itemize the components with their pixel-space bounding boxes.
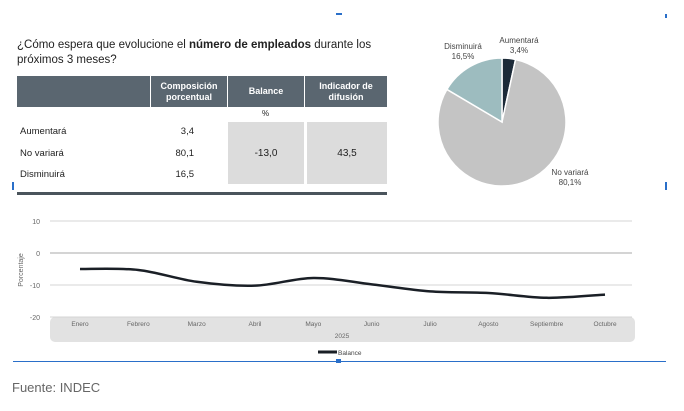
x-tick-label: Julio (423, 321, 437, 328)
table-header-blank (17, 76, 150, 107)
table-header-indicador: Indicador de difusión (305, 76, 387, 107)
series-line-balance (79, 267, 606, 300)
y-tick-label: 0 (36, 251, 40, 258)
y-tick-label: 10 (32, 219, 40, 226)
question-title: ¿Cómo espera que evolucione el número de… (17, 38, 397, 68)
row-value: 16,5 (175, 169, 195, 180)
table-bottom-rule (17, 192, 387, 195)
x-axis-band (50, 317, 635, 342)
x-tick-label: Marzo (188, 321, 206, 328)
pie-label-no-variara: No variará (552, 168, 589, 177)
indicador-value: 43,5 (307, 122, 387, 184)
x-tick-label: Junio (364, 321, 380, 328)
row-label: No variará (20, 148, 64, 159)
pie-pct-disminuira: 16,5% (452, 52, 475, 61)
y-tick-label: -20 (30, 315, 40, 322)
selection-handle-bottom (336, 359, 341, 363)
x-tick-label: Febrero (127, 321, 150, 328)
pie-pct-aumentara: 3,4% (510, 46, 528, 55)
pie-pct-no-variara: 80,1% (559, 178, 582, 187)
balance-value: -13,0 (228, 122, 304, 184)
x-tick-label: Septiembre (530, 321, 564, 328)
row-label: Disminuirá (20, 169, 65, 180)
x-tick-label: Octubre (593, 321, 617, 328)
row-label: Aumentará (20, 126, 67, 137)
table-header-balance: Balance (228, 76, 304, 107)
row-value: 80,1 (175, 148, 195, 159)
selection-frame-right-mid (665, 182, 667, 190)
pie-slice-2 (445, 57, 503, 124)
pie-chart (437, 57, 567, 187)
selection-frame-right (665, 14, 667, 18)
table-header-composicion: Composición porcentual (151, 76, 227, 107)
pie-label-disminuira: Disminuirá (444, 42, 482, 51)
selection-frame-left (12, 182, 14, 190)
row-value: 3,4 (180, 126, 194, 137)
line-chart: 10 0 -10 -20 Enero Febrero Marzo Abril Mayo Junio… (30, 219, 632, 328)
pie-label-aumentara: Aumentará (499, 36, 539, 45)
unit-label: % (262, 109, 270, 118)
source-footer: Fuente: INDEC (12, 380, 101, 395)
title-bold: número de empleados (188, 39, 312, 51)
x-tick-label: Mayo (305, 321, 321, 328)
legend-label: Balance (338, 350, 362, 357)
title-text-end: durante los próximos 3 meses? (17, 39, 372, 66)
y-tick-label: -10 (30, 283, 40, 290)
x-axis-label: 2025 (335, 333, 350, 340)
x-tick-label: Abril (248, 321, 262, 328)
title-text: ¿Cómo espera que evolucione el (17, 39, 189, 51)
y-axis-label: Porcentaje (18, 253, 25, 287)
x-tick-label: Agosto (478, 321, 499, 328)
selection-handle-top (336, 13, 342, 15)
x-tick-label: Enero (71, 321, 89, 328)
